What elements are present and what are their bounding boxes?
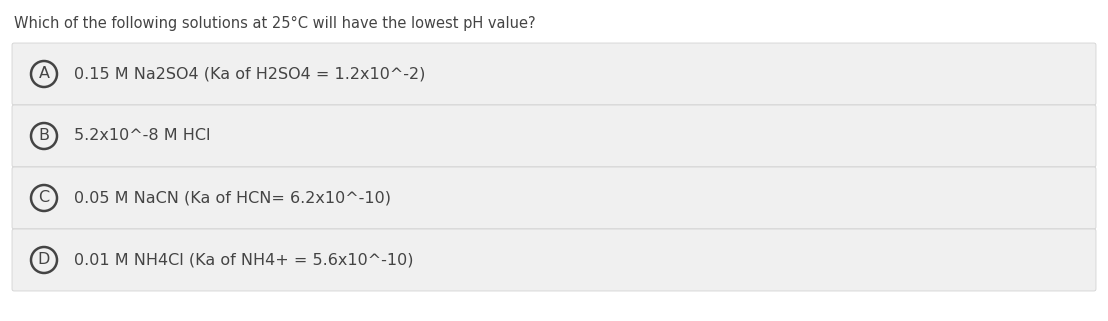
FancyBboxPatch shape (12, 229, 1096, 291)
FancyBboxPatch shape (12, 43, 1096, 105)
Text: A: A (39, 66, 50, 82)
Text: 0.01 M NH4Cl (Ka of NH4+ = 5.6x10^-10): 0.01 M NH4Cl (Ka of NH4+ = 5.6x10^-10) (74, 253, 413, 267)
FancyBboxPatch shape (12, 167, 1096, 229)
Text: C: C (39, 190, 50, 205)
Text: Which of the following solutions at 25°C will have the lowest pH value?: Which of the following solutions at 25°C… (14, 16, 535, 31)
Text: B: B (39, 128, 50, 143)
Text: 5.2x10^-8 M HCl: 5.2x10^-8 M HCl (74, 128, 211, 143)
Text: 0.15 M Na2SO4 (Ka of H2SO4 = 1.2x10^-2): 0.15 M Na2SO4 (Ka of H2SO4 = 1.2x10^-2) (74, 66, 425, 82)
Text: D: D (38, 253, 50, 267)
FancyBboxPatch shape (12, 105, 1096, 167)
Text: 0.05 M NaCN (Ka of HCN= 6.2x10^-10): 0.05 M NaCN (Ka of HCN= 6.2x10^-10) (74, 190, 391, 205)
